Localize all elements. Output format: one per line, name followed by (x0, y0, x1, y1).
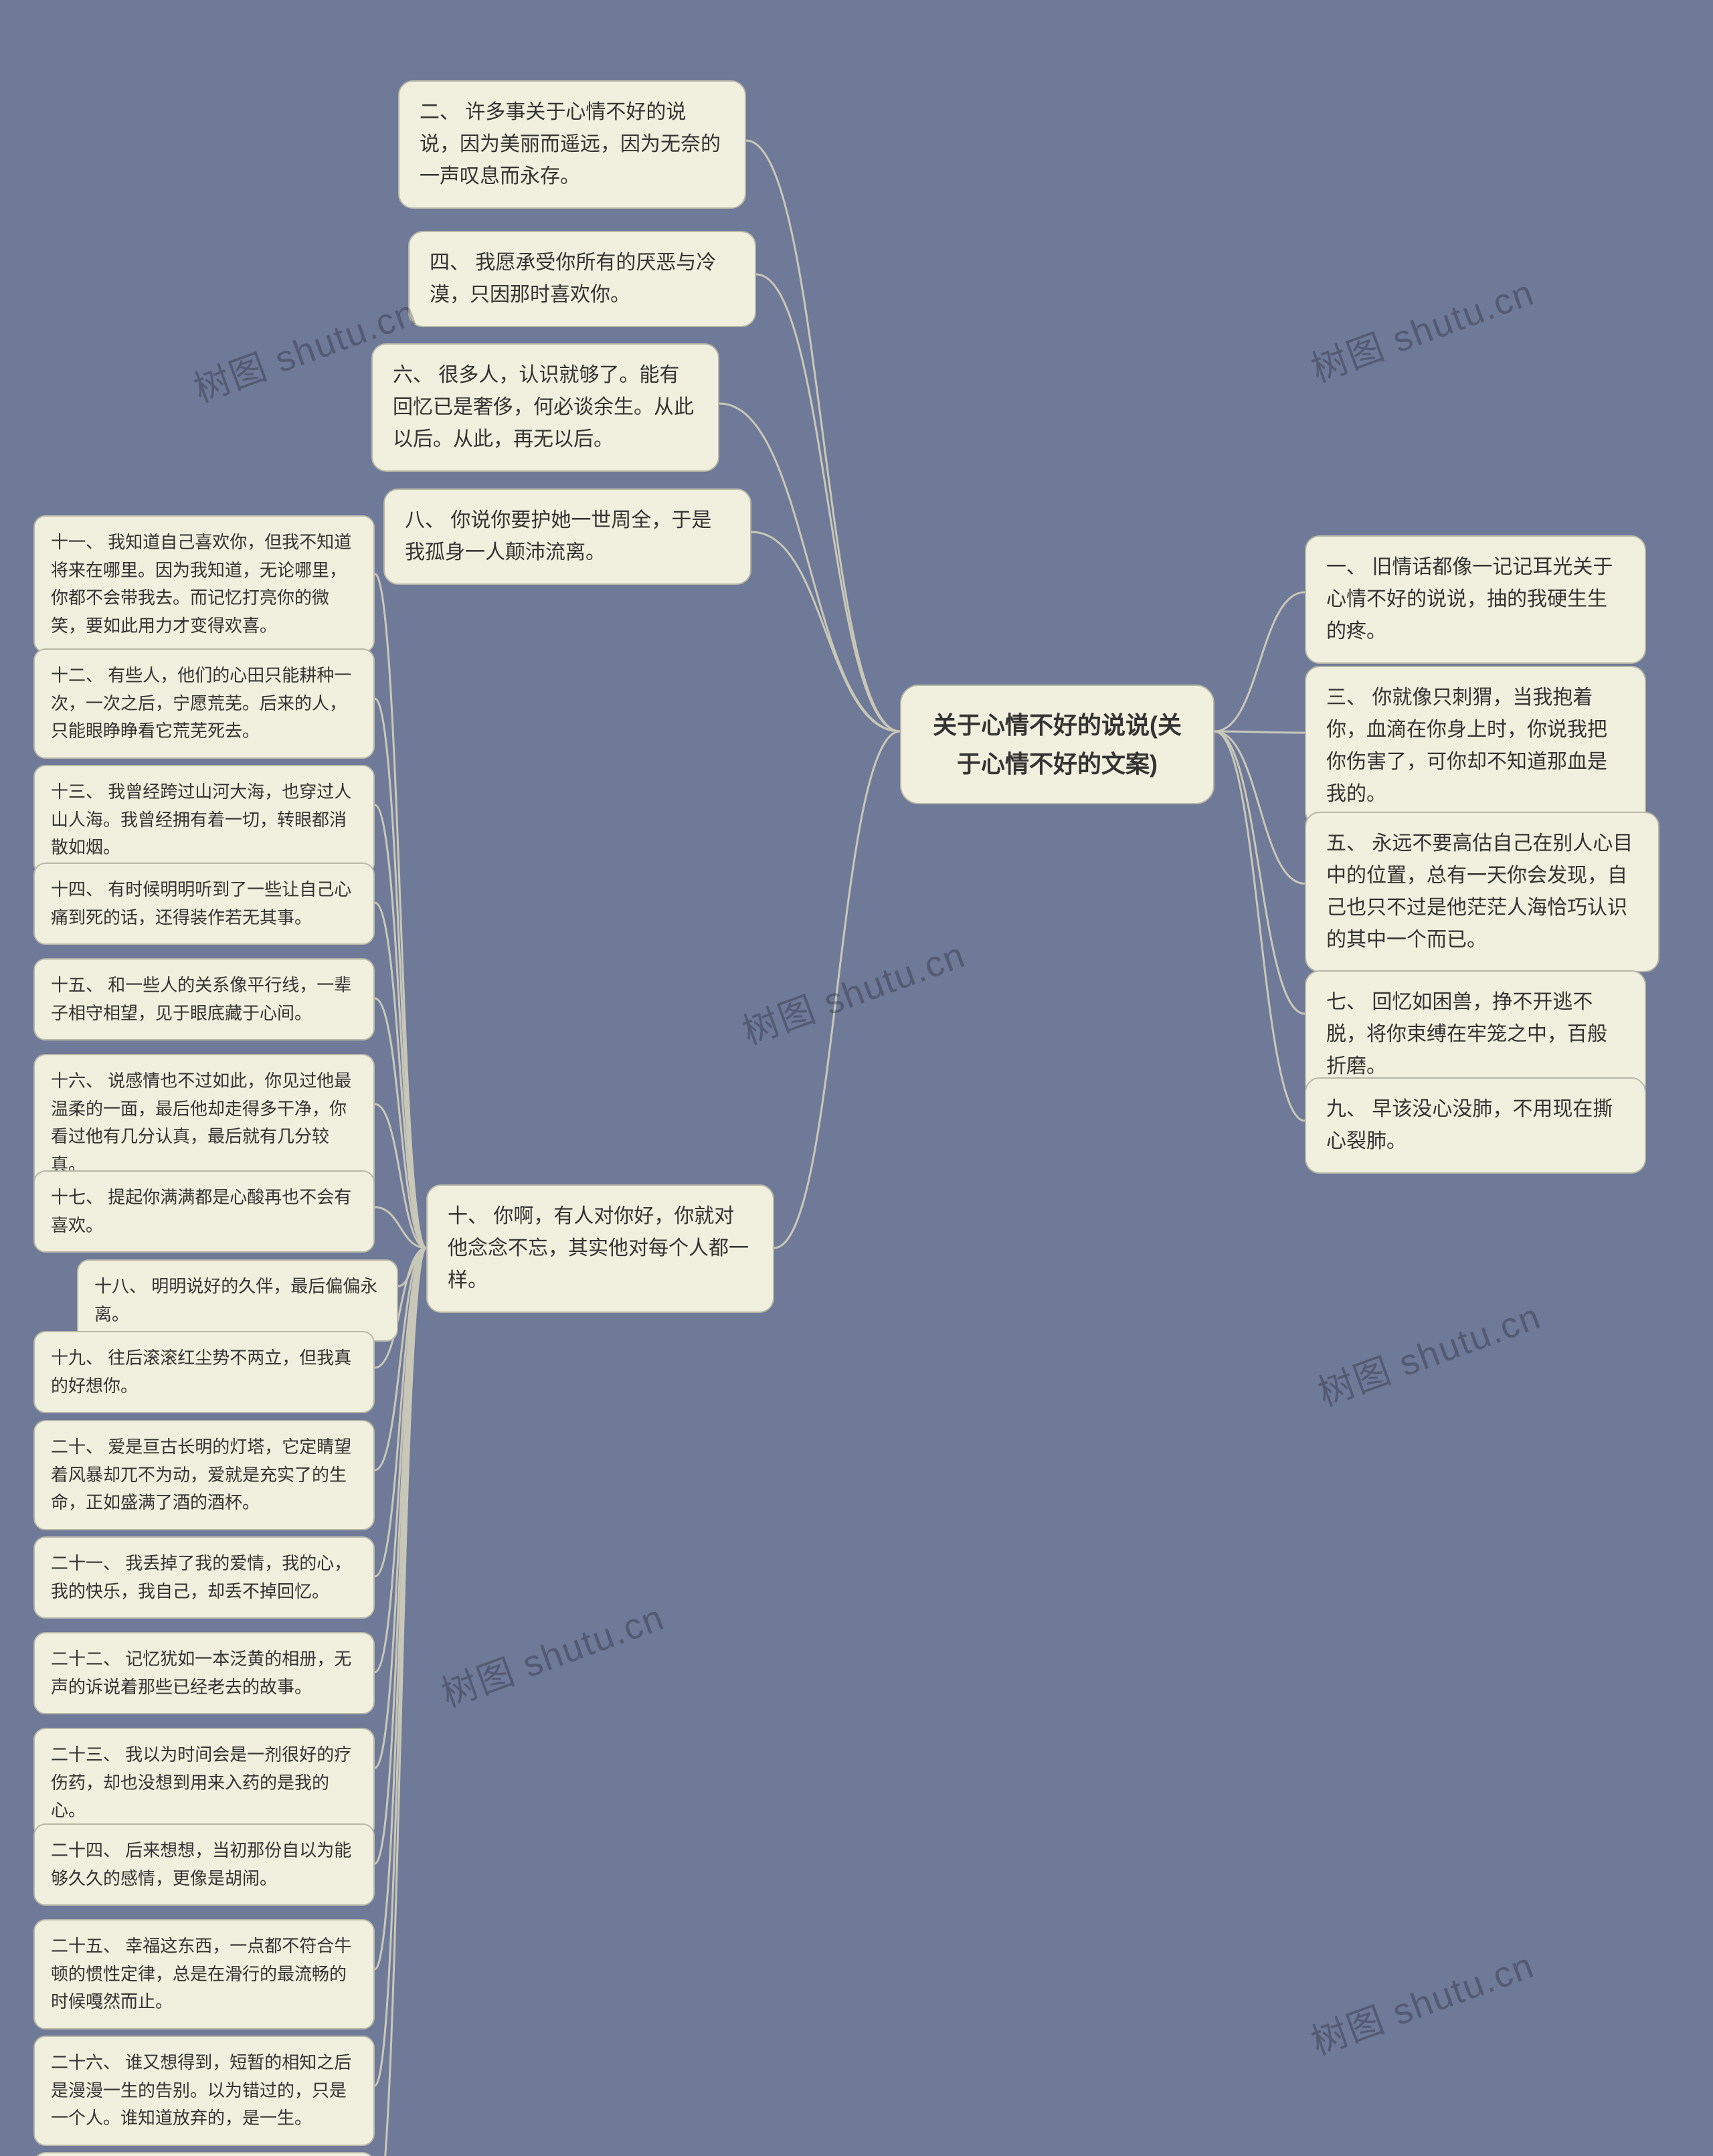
leaf-12: 十二、 有些人，他们的心田只能耕种一次，一次之后，宁愿荒芜。后来的人，只能眼睁睁… (33, 648, 375, 759)
left-branch-1-label: 二、 许多事关于心情不好的说说，因为美丽而遥远，因为无奈的一声叹息而永存。 (420, 101, 721, 187)
leaf-22: 二十二、 记忆犹如一本泛黄的相册，无声的诉说着那些已经老去的故事。 (33, 1632, 375, 1714)
leaf-21: 二十一、 我丢掉了我的爱情，我的心，我的快乐，我自己，却丢不掉回忆。 (33, 1536, 375, 1619)
edge (375, 1207, 426, 1248)
right-branch-5: 九、 早该没心没肺，不用现在撕心裂肺。 (1305, 1077, 1646, 1174)
leaf-21-label: 二十一、 我丢掉了我的爱情，我的心，我的快乐，我自己，却丢不掉回忆。 (51, 1553, 351, 1601)
edge (774, 731, 900, 1248)
branch-10-label: 十、 你啊，有人对你好，你就对他念念不忘，其实他对每个人都一样。 (448, 1205, 749, 1291)
edge (375, 903, 426, 1248)
leaf-20-label: 二十、 爱是亘古长明的灯塔，它定睛望着风暴却兀不为动，爱就是充实了的生命，正如盛… (51, 1437, 351, 1512)
left-branch-4-label: 八、 你说你要护她一世周全，于是我孤身一人颠沛流离。 (405, 509, 711, 563)
edge (746, 141, 900, 731)
leaf-14-label: 十四、 有时候明明听到了一些让自己心痛到死的话，还得装作若无其事。 (51, 879, 351, 927)
right-branch-5-label: 九、 早该没心没肺，不用现在撕心裂肺。 (1326, 1098, 1613, 1152)
edge (1214, 731, 1305, 733)
leaf-26: 二十六、 谁又想得到，短暂的相知之后是漫漫一生的告别。以为错过的，只是一个人。谁… (33, 2036, 375, 2146)
leaf-19-label: 十九、 往后滚滚红尘势不两立，但我真的好想你。 (51, 1348, 351, 1396)
leaf-15-label: 十五、 和一些人的关系像平行线，一辈子相守相望，见于眼底藏于心间。 (51, 975, 351, 1023)
right-branch-2-label: 三、 你就像只刺猬，当我抱着你，血滴在你身上时，你说我把你伤害了，可你却不知道那… (1326, 687, 1607, 805)
leaf-24: 二十四、 后来想想，当初那份自以为能够久久的感情，更像是胡闹。 (33, 1823, 375, 1906)
watermark: 树图 shutu.cn (433, 1588, 670, 1718)
left-branch-2-label: 四、 我愿承受你所有的厌恶与冷漠，只因那时喜欢你。 (430, 252, 716, 306)
leaf-22-label: 二十二、 记忆犹如一本泛黄的相册，无声的诉说着那些已经老去的故事。 (51, 1649, 351, 1697)
edge (375, 1248, 426, 2156)
left-branch-2: 四、 我愿承受你所有的厌恶与冷漠，只因那时喜欢你。 (408, 231, 756, 327)
leaf-20: 二十、 爱是亘古长明的灯塔，它定睛望着风暴却兀不为动，爱就是充实了的生命，正如盛… (33, 1420, 375, 1530)
leaf-23: 二十三、 我以为时间会是一剂很好的疗伤药，却也没想到用来入药的是我的心。 (33, 1728, 375, 1838)
leaf-25-label: 二十五、 幸福这东西，一点都不符合牛顿的惯性定律，总是在滑行的最流畅的时候嘎然而… (51, 1936, 351, 2011)
edge (751, 532, 900, 731)
leaf-13-label: 十三、 我曾经跨过山河大海，也穿过人山人海。我曾经拥有着一切，转眼都消散如烟。 (51, 782, 351, 857)
leaf-19: 十九、 往后滚滚红尘势不两立，但我真的好想你。 (33, 1331, 375, 1413)
right-branch-2: 三、 你就像只刺猬，当我抱着你，血滴在你身上时，你说我把你伤害了，可你却不知道那… (1305, 666, 1646, 826)
leaf-11: 十一、 我知道自己喜欢你，但我不知道将来在哪里。因为我知道，无论哪里，你都不会带… (33, 515, 375, 653)
leaf-11-label: 十一、 我知道自己喜欢你，但我不知道将来在哪里。因为我知道，无论哪里，你都不会带… (51, 532, 351, 636)
leaf-24-label: 二十四、 后来想想，当初那份自以为能够久久的感情，更像是胡闹。 (51, 1840, 351, 1888)
edge (398, 1248, 426, 1286)
edge (1214, 731, 1305, 884)
watermark: 树图 shutu.cn (1303, 1936, 1540, 2066)
edge (1214, 731, 1305, 1014)
left-branch-4: 八、 你说你要护她一世周全，于是我孤身一人颠沛流离。 (383, 488, 751, 585)
leaf-17: 十七、 提起你满满都是心酸再也不会有喜欢。 (33, 1170, 375, 1253)
watermark: 树图 shutu.cn (1310, 1287, 1547, 1417)
edge (1214, 731, 1305, 1121)
left-branch-3: 六、 很多人，认识就够了。能有回忆已是奢侈，何必谈余生。从此以后。从此，再无以后… (371, 343, 719, 472)
left-branch-1: 二、 许多事关于心情不好的说说，因为美丽而遥远，因为无奈的一声叹息而永存。 (398, 80, 746, 209)
branch-10: 十、 你啊，有人对你好，你就对他念念不忘，其实他对每个人都一样。 (426, 1184, 774, 1313)
center-node: 关于心情不好的说说(关于心情不好的文案) (900, 685, 1214, 804)
leaf-25: 二十五、 幸福这东西，一点都不符合牛顿的惯性定律，总是在滑行的最流畅的时候嘎然而… (33, 1919, 375, 2030)
leaf-13: 十三、 我曾经跨过山河大海，也穿过人山人海。我曾经拥有着一切，转眼都消散如烟。 (33, 765, 375, 875)
edge (375, 1248, 426, 1969)
right-branch-1-label: 一、 旧情话都像一记记耳光关于心情不好的说说，抽的我硬生生的疼。 (1326, 556, 1613, 642)
edge (375, 998, 426, 1248)
right-branch-1: 一、 旧情话都像一记记耳光关于心情不好的说说，抽的我硬生生的疼。 (1305, 535, 1646, 664)
leaf-15: 十五、 和一些人的关系像平行线，一辈子相守相望，见于眼底藏于心间。 (33, 958, 375, 1041)
watermark: 树图 shutu.cn (734, 925, 972, 1055)
leaf-27: 版权声明关于心情不好的说说：图文无关，转载此文是出于传递更多信息之目的。若有来源… (33, 2152, 375, 2156)
right-branch-4-label: 七、 回忆如困兽，挣不开逃不脱，将你束缚在牢笼之中，百般折磨。 (1326, 991, 1607, 1077)
leaf-18: 十八、 明明说好的久伴，最后偏偏永离。 (77, 1259, 398, 1342)
right-branch-3: 五、 永远不要高估自己在别人心目中的位置，总有一天你会发现，自己也只不过是他茫茫… (1305, 812, 1659, 972)
center-node-label: 关于心情不好的说说(关于心情不好的文案) (933, 711, 1182, 778)
edge (1214, 592, 1305, 731)
leaf-14: 十四、 有时候明明听到了一些让自己心痛到死的话，还得装作若无其事。 (33, 863, 375, 945)
leaf-26-label: 二十六、 谁又想得到，短暂的相知之后是漫漫一生的告别。以为错过的，只是一个人。谁… (51, 2052, 351, 2128)
leaf-16-label: 十六、 说感情也不过如此，你见过他最温柔的一面，最后他却走得多干净，你看过他有几… (51, 1071, 351, 1174)
leaf-17-label: 十七、 提起你满满都是心酸再也不会有喜欢。 (51, 1187, 351, 1235)
left-branch-3-label: 六、 很多人，认识就够了。能有回忆已是奢侈，何必谈余生。从此以后。从此，再无以后… (393, 364, 694, 450)
edge (375, 1104, 426, 1248)
edge (375, 1248, 426, 2086)
watermark: 树图 shutu.cn (1303, 263, 1540, 393)
edge (375, 805, 426, 1248)
right-branch-3-label: 五、 永远不要高估自己在别人心目中的位置，总有一天你会发现，自己也只不过是他茫茫… (1326, 832, 1633, 951)
leaf-23-label: 二十三、 我以为时间会是一剂很好的疗伤药，却也没想到用来入药的是我的心。 (51, 1744, 351, 1820)
leaf-12-label: 十二、 有些人，他们的心田只能耕种一次，一次之后，宁愿荒芜。后来的人，只能眼睁睁… (51, 665, 351, 741)
leaf-18-label: 十八、 明明说好的久伴，最后偏偏永离。 (94, 1276, 377, 1324)
edge (375, 699, 426, 1248)
edge (375, 574, 426, 1249)
edge (756, 274, 900, 731)
